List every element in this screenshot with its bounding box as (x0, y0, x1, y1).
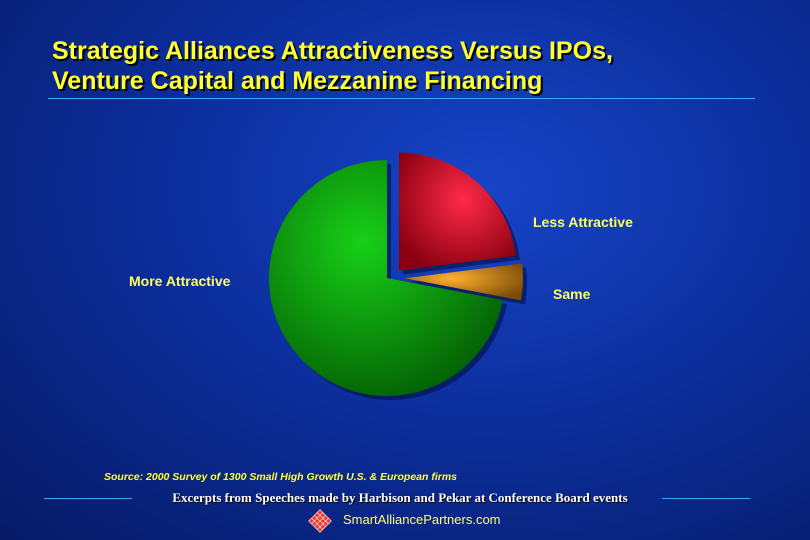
company-logo-icon (308, 509, 332, 533)
pie-slices (268, 152, 527, 400)
source-note: Source: 2000 Survey of 1300 Small High G… (104, 471, 458, 483)
pie-slice-less-attractive (398, 152, 516, 271)
pie-slice-same (404, 263, 523, 301)
page-title: Strategic Alliances Attractiveness Versu… (52, 36, 772, 96)
pie-chart: Less Attractive Same More Attractive (129, 152, 633, 400)
title-divider (48, 98, 755, 99)
website-link[interactable]: SmartAlliancePartners.com (343, 512, 501, 527)
footer-divider-left (44, 498, 132, 499)
slice-label-same: Same (553, 286, 591, 302)
title-line-1: Strategic Alliances Attractiveness Versu… (52, 37, 613, 65)
title-line-2: Venture Capital and Mezzanine Financing (52, 67, 543, 95)
slice-label-less-attractive: Less Attractive (533, 214, 633, 230)
pie-slice-more-attractive (268, 160, 503, 396)
slice-label-more-attractive: More Attractive (129, 273, 231, 289)
footer-divider-right (662, 498, 750, 499)
footer-caption: Excerpts from Speeches made by Harbison … (172, 490, 628, 505)
